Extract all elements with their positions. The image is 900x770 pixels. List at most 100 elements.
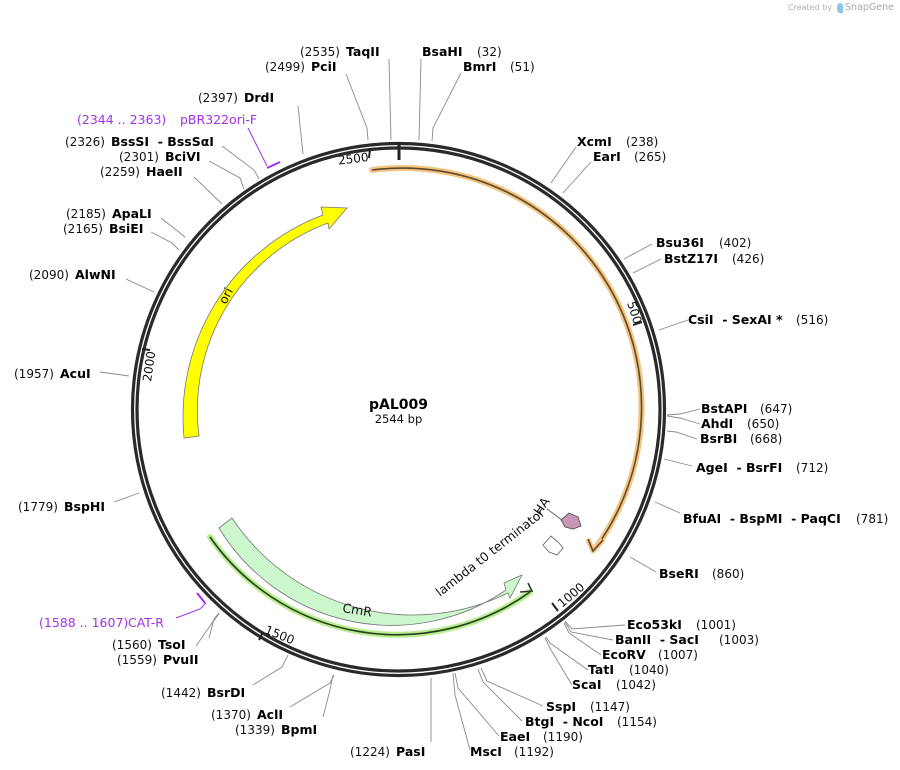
svg-text:BstAPI: BstAPI: [701, 401, 747, 416]
svg-text:(1154): (1154): [617, 715, 657, 729]
svg-text:MscI: MscI: [470, 744, 502, 759]
enzyme-site[interactable]: BstAPI (647): [701, 401, 792, 416]
svg-text:(1042): (1042): [616, 678, 656, 692]
svg-text:CsiI - SexAI *: CsiI - SexAI *: [688, 312, 783, 327]
svg-text:PvuII: PvuII: [163, 652, 199, 667]
svg-text:BspHI: BspHI: [64, 499, 105, 514]
svg-text:(1779): (1779): [18, 500, 58, 514]
ring-tick-2000: 2000: [140, 350, 158, 382]
svg-text:AcuI: AcuI: [60, 366, 91, 381]
cmr-feature[interactable]: CmR: [218, 517, 523, 626]
svg-text:SspI: SspI: [546, 699, 576, 714]
enzyme-site[interactable]: (2301) BciVI: [119, 149, 201, 164]
svg-text:(1370): (1370): [211, 708, 251, 722]
svg-text:(2397): (2397): [198, 91, 238, 105]
enzyme-site[interactable]: (2165) BsiEI: [63, 221, 143, 236]
enzyme-site[interactable]: (2499) PciI: [265, 59, 337, 74]
enzyme-site[interactable]: (1779) BspHI: [18, 499, 105, 514]
enzyme-site[interactable]: (2326) BssSI - BssSαI: [65, 134, 214, 149]
enzyme-site[interactable]: EarI (265): [593, 149, 666, 164]
svg-text:Bsu36I: Bsu36I: [656, 235, 704, 250]
svg-text:BanII - SacI: BanII - SacI: [615, 632, 699, 647]
enzyme-site[interactable]: ScaI (1042): [572, 677, 656, 692]
svg-text:(1559): (1559): [117, 653, 157, 667]
svg-text:AhdI: AhdI: [701, 416, 733, 431]
svg-text:(2535): (2535): [300, 45, 340, 59]
primer-range: (2344 .. 2363): [77, 112, 166, 127]
enzyme-site[interactable]: BanII - SacI (1003): [615, 632, 759, 647]
enzyme-site[interactable]: TatI (1040): [588, 662, 669, 677]
enzyme-site[interactable]: (2185) ApaLI: [66, 206, 152, 221]
svg-text:BsiEI: BsiEI: [109, 221, 143, 236]
enzyme-site[interactable]: BseRI (860): [659, 566, 744, 581]
svg-text:(1957): (1957): [14, 367, 54, 381]
svg-text:PasI: PasI: [396, 744, 425, 759]
svg-text:DrdI: DrdI: [244, 90, 274, 105]
svg-text:ApaLI: ApaLI: [112, 206, 152, 221]
enzyme-site[interactable]: (1224) PasI: [350, 744, 425, 759]
svg-text:BpmI: BpmI: [281, 722, 317, 737]
svg-text:(2185): (2185): [66, 207, 106, 221]
primer-range: (1588 .. 1607): [39, 615, 128, 630]
enzyme-site[interactable]: (2397) DrdI: [198, 90, 274, 105]
enzyme-site[interactable]: BtgI - NcoI (1154): [525, 714, 657, 729]
svg-text:(1224): (1224): [350, 745, 390, 759]
svg-text:Eco53kI: Eco53kI: [627, 617, 682, 632]
enzyme-site[interactable]: AgeI - BsrFI (712): [696, 460, 828, 475]
svg-text:(860): (860): [712, 567, 744, 581]
svg-text:BsrBI: BsrBI: [700, 431, 737, 446]
svg-text:(650): (650): [747, 417, 779, 431]
enzyme-site[interactable]: (2090) AlwNI: [29, 267, 116, 282]
svg-text:(1192): (1192): [514, 745, 554, 759]
enzyme-site[interactable]: Bsu36I (402): [656, 235, 751, 250]
enzyme-sites-left: (1224) PasI (1339) BpmI (1370) AclI (1442) B…: [14, 44, 425, 759]
primer-pbr322ori-f[interactable]: (2344 .. 2363) pBR322ori-F: [77, 112, 281, 169]
svg-text:AclI: AclI: [257, 707, 283, 722]
svg-text:BstZ17I: BstZ17I: [664, 251, 718, 266]
svg-text:BmrI: BmrI: [463, 59, 496, 74]
svg-text:(2165): (2165): [63, 222, 103, 236]
enzyme-site[interactable]: BsaHI (32): [422, 44, 502, 59]
svg-text:(32): (32): [477, 45, 502, 59]
svg-text:BfuAI - BspMI - PaqCI: BfuAI - BspMI - PaqCI: [683, 511, 841, 526]
svg-text:(1190): (1190): [543, 730, 583, 744]
enzyme-site[interactable]: XcmI (238): [577, 134, 658, 149]
svg-text:EaeI: EaeI: [500, 729, 530, 744]
enzyme-site[interactable]: (2535) TaqII: [300, 44, 380, 59]
enzyme-site[interactable]: SspI (1147): [546, 699, 630, 714]
enzyme-site[interactable]: MscI (1192): [470, 744, 554, 759]
svg-text:(2259): (2259): [100, 165, 140, 179]
primer-name: pBR322ori-F: [180, 112, 257, 127]
svg-text:(781): (781): [856, 512, 888, 526]
enzyme-site[interactable]: BmrI (51): [463, 59, 535, 74]
lambda-t0-terminator-feature[interactable]: lambda t0 terminator: [433, 504, 564, 599]
lambda-t0-terminator-label: lambda t0 terminator: [433, 504, 549, 599]
plasmid-name: pAL009: [369, 397, 428, 413]
enzyme-site[interactable]: EaeI (1190): [500, 729, 583, 744]
enzyme-site[interactable]: CsiI - SexAI * (516): [688, 312, 828, 327]
primer-name: CAT-R: [128, 615, 164, 630]
enzyme-site[interactable]: (1957) AcuI: [14, 366, 91, 381]
enzyme-site[interactable]: (1442) BsrDI: [161, 685, 245, 700]
enzyme-site[interactable]: (1560) TsoI: [112, 637, 186, 652]
enzyme-site[interactable]: AhdI (650): [701, 416, 779, 431]
enzyme-site[interactable]: BstZ17I (426): [664, 251, 764, 266]
svg-text:(51): (51): [510, 60, 535, 74]
svg-text:(1003): (1003): [719, 633, 759, 647]
enzyme-site[interactable]: EcoRV (1007): [602, 647, 698, 662]
enzyme-site[interactable]: (1339) BpmI: [235, 722, 317, 737]
enzyme-site[interactable]: BfuAI - BspMI - PaqCI (781): [683, 511, 888, 526]
enzyme-site[interactable]: Eco53kI (1001): [627, 617, 736, 632]
primer-cat-r[interactable]: (1588 .. 1607) CAT-R: [39, 592, 207, 630]
svg-text:EcoRV: EcoRV: [602, 647, 646, 662]
svg-text:(402): (402): [719, 236, 751, 250]
enzyme-site[interactable]: (2259) HaeII: [100, 164, 183, 179]
svg-text:TsoI: TsoI: [158, 637, 186, 652]
enzyme-site[interactable]: (1559) PvuII: [117, 652, 199, 667]
ori-feature[interactable]: ori: [182, 206, 348, 439]
green-orf-arrow[interactable]: [207, 534, 534, 638]
enzyme-site[interactable]: (1370) AclI: [211, 707, 283, 722]
enzyme-site[interactable]: BsrBI (668): [700, 431, 782, 446]
orange-orf-arrow[interactable]: [369, 165, 645, 554]
svg-text:BsaHI: BsaHI: [422, 44, 463, 59]
